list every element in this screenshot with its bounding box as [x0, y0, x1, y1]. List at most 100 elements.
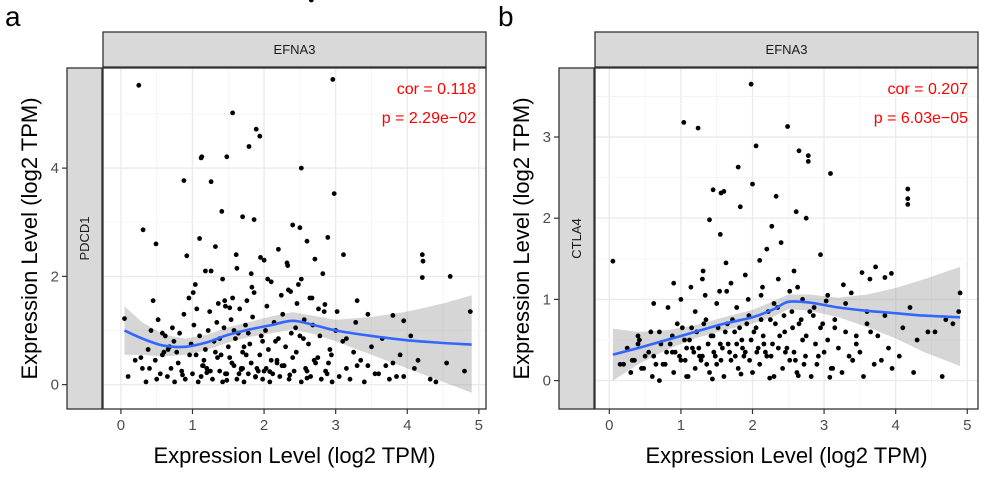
data-point — [358, 357, 364, 363]
data-point — [781, 313, 787, 318]
data-point — [165, 374, 170, 379]
data-point — [751, 329, 757, 335]
data-point — [182, 376, 188, 382]
data-point — [186, 295, 192, 301]
data-point — [365, 363, 371, 369]
data-point — [354, 363, 360, 369]
data-point — [148, 328, 154, 333]
data-point — [628, 370, 634, 375]
x-tick-label: 2 — [260, 417, 268, 434]
y-tick-label: 1 — [543, 291, 551, 308]
data-point — [412, 366, 417, 371]
data-point — [315, 355, 321, 360]
data-point — [886, 345, 891, 351]
data-point — [735, 164, 741, 170]
data-point — [939, 374, 945, 379]
data-point — [261, 368, 267, 374]
data-point — [768, 353, 774, 359]
data-point — [233, 252, 239, 258]
data-point — [190, 371, 195, 377]
data-point — [648, 329, 654, 335]
panel-b-strip-title: EFNA3 — [766, 42, 808, 57]
data-point — [832, 325, 838, 331]
panel-b-points — [610, 81, 963, 383]
data-point — [871, 361, 877, 367]
data-point — [750, 181, 755, 187]
data-point — [735, 366, 741, 371]
panel-b-facet-label: CTLA4 — [569, 218, 584, 258]
data-point — [261, 257, 267, 263]
data-point — [201, 357, 207, 363]
data-point — [243, 322, 248, 328]
data-point — [783, 349, 788, 355]
data-point — [193, 352, 199, 358]
data-point — [326, 360, 331, 366]
data-point — [695, 125, 701, 131]
data-point — [280, 311, 286, 317]
data-point — [290, 222, 296, 228]
data-point — [795, 373, 801, 379]
data-point — [905, 202, 911, 207]
data-point — [808, 374, 814, 379]
data-point — [691, 349, 697, 355]
data-point — [277, 374, 283, 379]
data-point — [760, 284, 765, 290]
data-point — [687, 337, 692, 343]
data-point — [227, 305, 233, 311]
data-point — [233, 336, 238, 341]
data-point — [258, 333, 264, 339]
data-point — [742, 349, 748, 355]
data-point — [408, 333, 414, 339]
data-point — [805, 159, 811, 164]
data-point — [433, 379, 439, 385]
data-point — [825, 337, 831, 343]
data-point — [181, 311, 187, 317]
data-point — [732, 329, 737, 335]
data-point — [646, 349, 652, 355]
data-point — [415, 357, 421, 363]
data-point — [853, 333, 859, 339]
data-point — [796, 148, 802, 154]
data-point — [738, 371, 744, 377]
data-point — [197, 333, 203, 339]
data-point — [662, 361, 668, 367]
data-point — [267, 369, 273, 375]
data-point — [905, 196, 911, 202]
data-point — [312, 256, 318, 262]
data-point — [825, 292, 831, 298]
data-point — [266, 347, 271, 352]
data-point — [700, 276, 705, 282]
data-point — [322, 302, 328, 307]
data-point — [747, 357, 752, 363]
data-point — [250, 314, 256, 320]
panel-a-plot-frame — [102, 67, 487, 410]
data-point — [889, 271, 894, 276]
data-point — [697, 353, 702, 359]
data-point — [737, 204, 743, 210]
data-point — [390, 360, 396, 366]
panel-b-letter: b — [498, 1, 514, 32]
data-point — [725, 341, 731, 347]
data-point — [153, 241, 159, 247]
data-point — [911, 370, 916, 375]
data-point — [208, 368, 213, 374]
data-point — [394, 374, 399, 379]
data-point — [717, 341, 723, 347]
data-point — [818, 325, 823, 331]
data-point — [775, 276, 781, 282]
data-point — [754, 349, 760, 355]
data-point — [298, 276, 304, 282]
data-point — [223, 303, 228, 309]
data-point — [195, 379, 201, 385]
data-point — [782, 329, 788, 335]
data-point — [682, 357, 688, 363]
data-point — [753, 325, 759, 331]
data-point — [879, 357, 884, 363]
data-point — [777, 333, 783, 339]
data-point — [244, 298, 250, 304]
panel-b: b EFNA3 CTLA4 0 1 2 3 4 5 0 1 2 3 cor = 0.207 p … — [498, 1, 979, 468]
data-point — [796, 321, 802, 327]
data-point — [179, 368, 185, 374]
data-point — [221, 325, 227, 331]
data-point — [767, 375, 773, 381]
